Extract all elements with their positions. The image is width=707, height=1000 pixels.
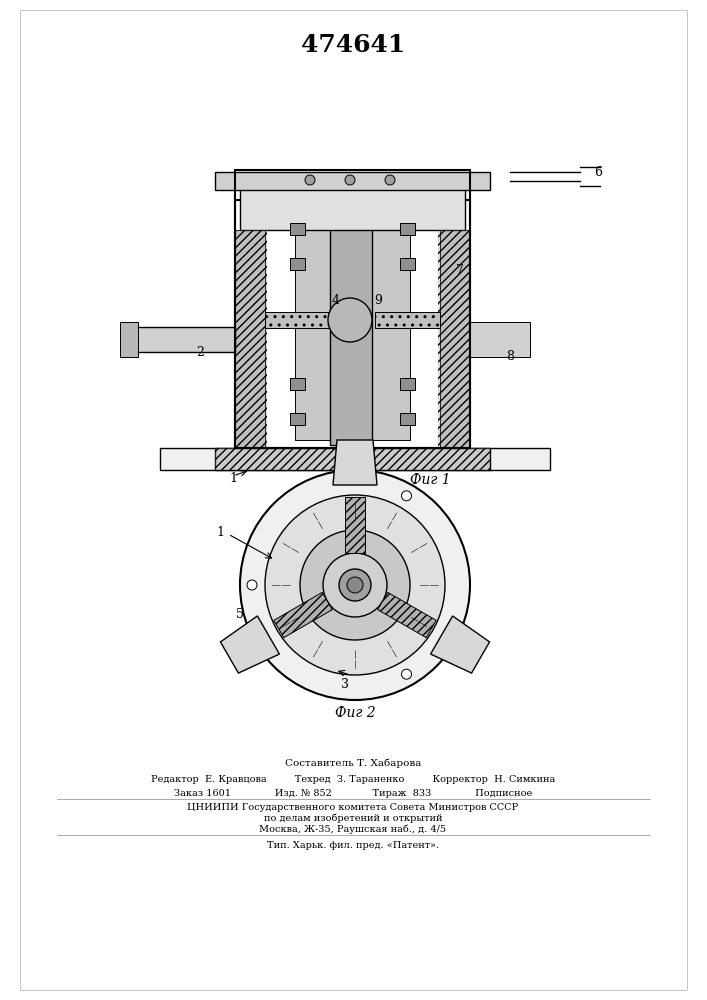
- Bar: [235, 200, 470, 448]
- Text: 2: 2: [196, 346, 204, 359]
- Circle shape: [339, 569, 371, 601]
- Bar: [290, 413, 305, 425]
- Polygon shape: [333, 440, 377, 485]
- Circle shape: [328, 298, 372, 342]
- Polygon shape: [345, 497, 365, 553]
- Text: 7: 7: [456, 263, 464, 276]
- Bar: [235, 230, 265, 448]
- Text: 3: 3: [341, 678, 349, 692]
- Text: Составитель Т. Хабарова: Составитель Т. Хабарова: [285, 758, 421, 768]
- Bar: [215, 448, 490, 470]
- Polygon shape: [221, 616, 279, 673]
- Text: Фиг 2: Фиг 2: [334, 706, 375, 720]
- Text: 9: 9: [374, 294, 382, 306]
- Circle shape: [323, 553, 387, 617]
- Bar: [295, 210, 410, 440]
- Text: 5: 5: [236, 608, 244, 621]
- Text: 1: 1: [216, 526, 224, 538]
- Bar: [470, 322, 530, 357]
- Bar: [438, 230, 470, 448]
- Circle shape: [347, 577, 363, 593]
- Polygon shape: [378, 592, 436, 638]
- Text: по делам изобретений и открытий: по делам изобретений и открытий: [264, 813, 443, 823]
- Bar: [290, 258, 305, 270]
- Bar: [215, 172, 490, 190]
- Text: Тип. Харьк. фил. пред. «Патент».: Тип. Харьк. фил. пред. «Патент».: [267, 842, 439, 850]
- Bar: [290, 378, 305, 390]
- Circle shape: [265, 495, 445, 675]
- Text: 4: 4: [332, 294, 340, 306]
- Bar: [400, 258, 415, 270]
- Circle shape: [305, 175, 315, 185]
- Bar: [400, 223, 415, 235]
- Bar: [400, 413, 415, 425]
- Bar: [235, 230, 267, 448]
- Circle shape: [240, 470, 470, 700]
- Circle shape: [345, 175, 355, 185]
- Circle shape: [402, 491, 411, 501]
- Circle shape: [385, 175, 395, 185]
- Bar: [235, 170, 470, 448]
- Bar: [240, 185, 465, 230]
- Text: Редактор  Е. Кравцова         Техред  З. Тараненко         Корректор  Н. Симкина: Редактор Е. Кравцова Техред З. Тараненко…: [151, 774, 555, 784]
- Text: Фиг 1: Фиг 1: [409, 473, 450, 487]
- Text: 1: 1: [229, 473, 237, 486]
- Circle shape: [247, 580, 257, 590]
- Bar: [120, 322, 138, 357]
- Text: 6: 6: [594, 165, 602, 178]
- Bar: [330, 190, 372, 445]
- Polygon shape: [431, 616, 489, 673]
- Bar: [160, 448, 550, 470]
- Polygon shape: [274, 592, 332, 638]
- Bar: [290, 223, 305, 235]
- Circle shape: [402, 669, 411, 679]
- Text: 8: 8: [506, 351, 514, 363]
- Circle shape: [300, 530, 410, 640]
- Bar: [130, 327, 235, 352]
- Bar: [400, 378, 415, 390]
- Bar: [265, 312, 330, 328]
- Bar: [440, 230, 470, 448]
- Bar: [375, 312, 440, 328]
- Text: Москва, Ж-35, Раушская наб., д. 4/5: Москва, Ж-35, Раушская наб., д. 4/5: [259, 824, 447, 834]
- Text: Заказ 1601              Изд. № 852             Тираж  833              Подписное: Заказ 1601 Изд. № 852 Тираж 833 Подписно…: [174, 788, 532, 798]
- Text: ЦНИИПИ Государственного комитета Совета Министров СССР: ЦНИИПИ Государственного комитета Совета …: [187, 802, 519, 812]
- Bar: [215, 448, 490, 470]
- Text: 474641: 474641: [301, 33, 405, 57]
